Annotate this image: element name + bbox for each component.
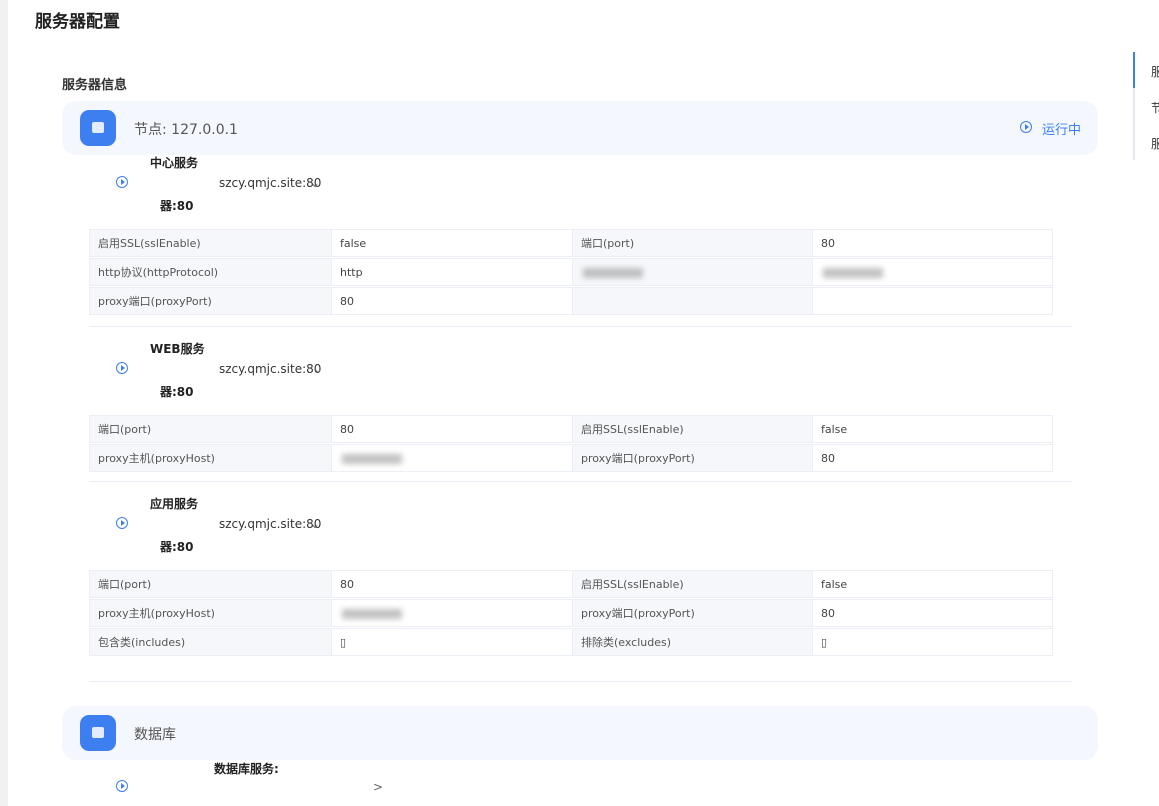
field-value: 80 — [331, 570, 573, 598]
service-host[interactable]: szcy.qmjc.site:80 — [219, 362, 322, 376]
node-label: 节点: 127.0.0.1 — [134, 122, 238, 138]
divider — [89, 326, 1072, 327]
divider — [89, 481, 1072, 482]
field-value — [331, 444, 573, 472]
field-value — [331, 599, 573, 627]
status-icon — [1020, 121, 1032, 133]
side-nav-active — [1133, 52, 1135, 88]
node-card — [62, 101, 1098, 155]
field-label: 端口(port) — [89, 570, 332, 598]
redacted — [583, 268, 643, 278]
service-icon — [116, 362, 128, 374]
db-play-icon — [116, 780, 128, 792]
field-label: proxy端口(proxyPort) — [572, 444, 813, 472]
service-tail: 器:80 — [160, 540, 194, 554]
field-value: 80 — [331, 287, 573, 315]
field-label: 启用SSL(sslEnable) — [572, 570, 813, 598]
field-label — [572, 258, 813, 286]
field-value — [812, 287, 1053, 315]
side-nav-item[interactable]: 服 — [1151, 65, 1159, 79]
section-title: 服务器信息 — [62, 78, 128, 93]
service-name: WEB服务 — [150, 342, 205, 356]
field-label: 排除类(excludes) — [572, 628, 813, 656]
service-tail: 器:80 — [160, 385, 194, 399]
service-name: 应用服务 — [150, 497, 199, 511]
db-icon — [80, 715, 116, 751]
field-value: 80 — [812, 599, 1053, 627]
node-status[interactable]: 运行中 — [1042, 123, 1082, 138]
field-label: proxy主机(proxyHost) — [89, 599, 332, 627]
divider — [89, 681, 1072, 682]
field-label: 包含类(includes) — [89, 628, 332, 656]
side-nav-item[interactable]: 服 — [1151, 137, 1159, 151]
chevron[interactable]: ⌄ — [310, 176, 321, 190]
field-label: 启用SSL(sslEnable) — [89, 229, 332, 257]
service-name: 中心服务 — [150, 156, 199, 170]
field-value: false — [331, 229, 573, 257]
field-label: proxy端口(proxyPort) — [89, 287, 332, 315]
field-label: proxy主机(proxyHost) — [89, 444, 332, 472]
redacted — [342, 454, 402, 464]
side-nav-track — [1133, 52, 1135, 160]
db-card — [62, 706, 1098, 760]
chevron[interactable]: > — [373, 780, 384, 794]
chevron[interactable]: ⌄ — [313, 362, 324, 376]
field-label: proxy端口(proxyPort) — [572, 599, 813, 627]
chevron[interactable]: ⌄ — [310, 517, 321, 531]
service-host[interactable]: szcy.qmjc.site:80 — [219, 176, 322, 190]
node-icon — [80, 110, 116, 146]
field-label: 启用SSL(sslEnable) — [572, 415, 813, 443]
field-value: 80 — [331, 415, 573, 443]
field-value: false — [812, 415, 1053, 443]
field-value — [812, 258, 1053, 286]
side-nav-item[interactable]: 节 — [1151, 101, 1159, 115]
field-label: http协议(httpProtocol) — [89, 258, 332, 286]
service-icon — [116, 176, 128, 188]
page-title: 服务器配置 — [35, 12, 120, 32]
field-value: ▯ — [331, 628, 573, 656]
field-value: 80 — [812, 229, 1053, 257]
service-tail: 器:80 — [160, 199, 194, 213]
field-value: http — [331, 258, 573, 286]
db-label: 数据库 — [134, 727, 176, 743]
db-service: 数据库服务: — [214, 762, 279, 776]
field-label — [572, 287, 813, 315]
redacted — [342, 609, 402, 619]
service-icon — [116, 517, 128, 529]
redacted — [823, 268, 883, 278]
service-host[interactable]: szcy.qmjc.site:80 — [219, 517, 322, 531]
field-label: 端口(port) — [89, 415, 332, 443]
left-strip — [0, 0, 8, 806]
field-value: 80 — [812, 444, 1053, 472]
field-value: ▯ — [812, 628, 1053, 656]
field-value: false — [812, 570, 1053, 598]
field-label: 端口(port) — [572, 229, 813, 257]
